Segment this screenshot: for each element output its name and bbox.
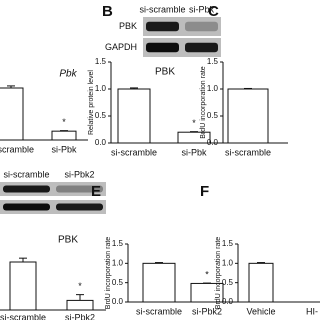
y-tick-label: 0.5 (95, 111, 107, 120)
x-tick-label: si-scramble (111, 147, 157, 157)
x-tick-label: si-scramble (0, 312, 46, 320)
blot-band (185, 21, 218, 32)
y-axis-label: BrdU incorporation rate (215, 237, 222, 309)
y-tick-label: 0.0 (95, 138, 107, 147)
y-axis-label: BrdU incorporation rate (105, 237, 112, 309)
blot-lane-label: si-Pbk (189, 4, 215, 14)
y-tick-label: 0.5 (112, 278, 124, 287)
y-axis-label: Relative protein level (88, 70, 95, 135)
y-axis-label: BrdU incorporation rate (200, 66, 207, 138)
x-tick-label: Vehicle (246, 306, 275, 316)
blot-band (146, 42, 179, 53)
y-tick-label: 0.0 (222, 297, 234, 306)
blot-lane-label: si-Pbk2 (64, 169, 94, 179)
blot-band (56, 203, 103, 211)
bar (142, 262, 176, 303)
y-tick-label: 1.5 (222, 239, 234, 248)
chart-title: PBK (58, 235, 78, 246)
y-tick-label: 0.0 (112, 297, 124, 306)
significance-mark: * (62, 117, 66, 127)
y-tick-label: 1.5 (207, 57, 219, 66)
blot-lane-label: si-scramble (139, 4, 185, 14)
significance-mark: * (205, 269, 209, 279)
chart-title: PBK (155, 67, 175, 78)
y-tick-label: 1.5 (95, 57, 107, 66)
y-tick-label: 0.0 (207, 138, 219, 147)
chart-title: Pbk (59, 69, 77, 80)
y-tick-label: 0.5 (222, 278, 234, 287)
y-tick-label: 1.0 (95, 84, 107, 93)
bar (227, 88, 269, 144)
y-tick-label: 0.5 (207, 111, 219, 120)
blot-band (3, 185, 50, 193)
x-tick-label: si-Pbk (51, 144, 77, 154)
panel-label: F (200, 183, 209, 200)
bar (117, 88, 151, 144)
blot-band (185, 42, 218, 53)
bar (0, 87, 24, 141)
bar (51, 130, 77, 141)
y-tick-label: 1.0 (222, 258, 234, 267)
y-tick-label: 1.5 (112, 239, 124, 248)
x-tick-label: si-Pbk (181, 147, 207, 157)
panel-label: B (102, 3, 113, 20)
blot-band (3, 203, 50, 211)
blot-lane-label: si-scramble (3, 169, 49, 179)
y-tick-label: 1.0 (112, 258, 124, 267)
blot-band (56, 185, 103, 193)
x-tick-label: si-Pbk2 (65, 312, 95, 320)
y-tick-label: 1.0 (207, 84, 219, 93)
x-tick-label: si-scramble (225, 147, 271, 157)
bar (66, 299, 94, 311)
blot-row-label: PBK (119, 21, 137, 31)
significance-mark: * (78, 281, 82, 291)
x-tick-label: si-Pbk2 (192, 306, 222, 316)
bar (9, 261, 37, 311)
significance-mark: * (192, 118, 196, 128)
x-tick-label: HI- (306, 306, 318, 316)
blot-row-label: GAPDH (105, 42, 137, 52)
panel-label: E (91, 183, 101, 200)
blot-band (146, 21, 179, 32)
panel-label: C (208, 3, 219, 20)
x-tick-label: si-scramble (136, 306, 182, 316)
x-tick-label: si-scramble (0, 144, 34, 154)
bar (248, 262, 274, 303)
